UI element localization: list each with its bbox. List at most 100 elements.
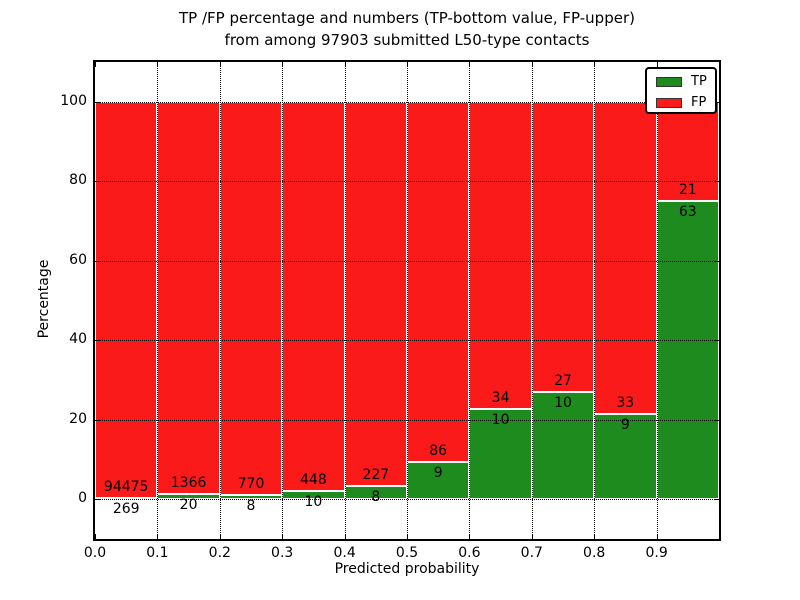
x-tick-label: 0.1 (146, 545, 169, 561)
y-tick-label: 100 (60, 92, 87, 109)
tp-count-label: 8 (246, 498, 256, 515)
x-axis-label: Predicted probability (334, 561, 480, 577)
legend: TP FP (645, 67, 717, 114)
y-axis-label: Percentage (36, 259, 52, 339)
x-tick-mark (219, 534, 221, 539)
fp-count-label: 34 (491, 389, 510, 406)
y-tick-mark (714, 340, 719, 342)
bar-segment-tp (594, 414, 657, 500)
fp-count-label: 227 (362, 466, 390, 483)
x-tick-label: 0.5 (395, 545, 419, 561)
y-tick-label: 60 (69, 251, 87, 268)
tp-count-label: 10 (491, 411, 510, 428)
x-tick-mark (656, 534, 658, 539)
y-tick-mark (714, 260, 719, 262)
y-tick-label: 40 (69, 331, 87, 348)
gridline-x (656, 62, 658, 539)
x-tick-label: 0.7 (520, 545, 543, 561)
gridline-x (531, 62, 533, 539)
y-tick-label: 0 (78, 490, 87, 507)
bar-segment-fp (344, 101, 407, 486)
gridline-x (282, 62, 284, 539)
x-tick-label: 0.8 (583, 545, 606, 561)
x-tick-mark (469, 534, 471, 539)
fp-count-label: 27 (554, 372, 572, 389)
y-tick-mark (714, 419, 719, 421)
legend-swatch-tp (656, 76, 682, 87)
bar-segment-fp (531, 101, 595, 392)
legend-swatch-fp (656, 97, 682, 108)
x-tick-mark (407, 62, 408, 67)
tp-count-label: 63 (678, 204, 697, 221)
chart-title-line2: from among 97903 submitted L50-type cont… (224, 31, 590, 49)
x-tick-mark (656, 62, 658, 67)
chart-title-line1: TP /FP percentage and numbers (TP-bottom… (179, 9, 635, 27)
x-tick-mark (219, 62, 221, 67)
y-tick-label: 20 (69, 410, 87, 427)
bar-segment-fp (157, 101, 220, 494)
tp-count-label: 10 (554, 394, 572, 411)
legend-label: TP (691, 74, 707, 89)
fp-count-label: 86 (429, 442, 448, 459)
fp-count-label: 33 (616, 395, 635, 412)
y-tick-mark (95, 101, 100, 103)
x-tick-mark (282, 534, 284, 539)
fp-count-label: 448 (300, 471, 327, 488)
gridline-x (157, 62, 159, 539)
legend-item-fp: FP (656, 96, 715, 109)
tp-count-label: 269 (112, 501, 140, 518)
x-tick-mark (157, 62, 159, 67)
x-tick-mark (531, 534, 533, 539)
x-tick-label: 0.3 (271, 545, 294, 561)
tp-count-label: 20 (179, 496, 198, 513)
gridline-x (469, 62, 471, 539)
tp-count-label: 8 (371, 488, 381, 505)
x-tick-label: 0.9 (645, 545, 668, 561)
x-tick-mark (594, 62, 596, 67)
x-tick-label: 0.2 (208, 545, 231, 561)
legend-item-tp: TP (656, 75, 715, 88)
x-tick-mark (157, 534, 159, 539)
bar-segment-fp (219, 101, 283, 496)
fp-count-label: 21 (678, 182, 697, 199)
y-tick-mark (95, 499, 100, 501)
plot-area: TP FP 94475 269 1366 20 770 8 448 10 227 8 86 9 34 10 2… (60, 60, 721, 561)
tp-count-label: 9 (433, 464, 443, 481)
x-tick-mark (95, 62, 96, 67)
gridline-x (219, 62, 221, 539)
tp-count-label: 9 (620, 417, 630, 434)
bar-segment-tp (531, 391, 595, 500)
x-tick-mark (344, 62, 346, 67)
legend-label: FP (691, 95, 707, 110)
x-tick-mark (344, 534, 346, 539)
y-tick-mark (714, 181, 719, 183)
y-tick-label: 80 (69, 172, 87, 189)
y-tick-mark (95, 340, 100, 342)
bar-segment-fp (469, 101, 532, 409)
x-tick-label: 0.0 (83, 545, 107, 561)
fp-count-label: 94475 (103, 479, 149, 496)
bar-segment-tp (656, 201, 719, 500)
x-tick-mark (282, 62, 284, 67)
bar-segment-fp (594, 101, 657, 415)
x-tick-label: 0.6 (458, 545, 481, 561)
fp-count-label: 770 (237, 476, 265, 493)
tp-count-label: 10 (304, 493, 323, 510)
gridline-x (407, 62, 408, 539)
y-tick-mark (95, 260, 100, 262)
y-tick-mark (714, 499, 719, 501)
x-tick-mark (594, 534, 596, 539)
bar-segment-fp (95, 101, 158, 499)
chart-title: TP /FP percentage and numbers (TP-bottom… (179, 7, 635, 51)
gridline-x (344, 62, 346, 539)
x-tick-mark (407, 534, 408, 539)
bar-segment-fp (282, 101, 345, 491)
y-tick-mark (95, 181, 100, 183)
x-tick-mark (531, 62, 533, 67)
fp-count-label: 1366 (170, 474, 207, 491)
x-tick-label: 0.4 (333, 545, 356, 561)
gridline-x (594, 62, 596, 539)
bar-segment-fp (407, 101, 470, 462)
y-tick-mark (95, 419, 100, 421)
